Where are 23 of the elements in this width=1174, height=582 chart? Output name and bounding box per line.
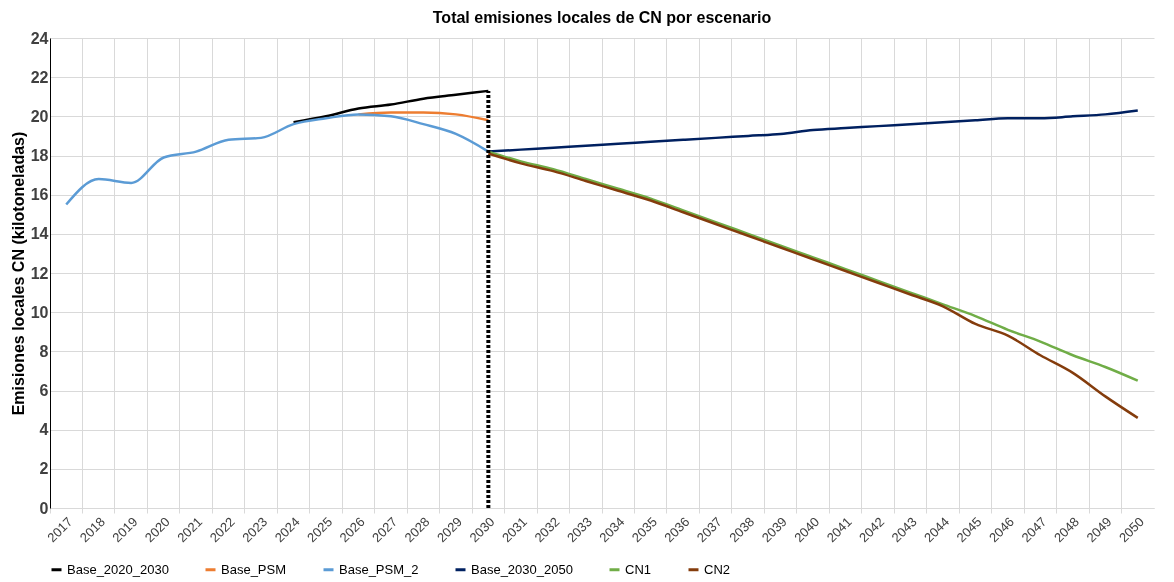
line-series — [487, 109, 1140, 153]
y-tick-label: 10 — [30, 303, 49, 321]
y-tick-label: 24 — [30, 29, 49, 47]
legend-label: Base_PSM — [221, 561, 287, 577]
y-tick-label: 20 — [30, 107, 49, 125]
y-tick-label: 8 — [39, 342, 49, 360]
y-tick-label: 16 — [30, 186, 49, 204]
y-tick-label: 0 — [39, 499, 49, 517]
y-axis-title: Emisiones locales CN (kilotoneladas) — [9, 131, 27, 416]
y-tick-label: 6 — [39, 382, 49, 399]
chart-title: Total emisiones locales de CN por escenario — [432, 9, 772, 26]
legend-label: Base_2030_2050 — [471, 561, 573, 577]
legend-label: CN1 — [625, 561, 652, 577]
legend-label: CN2 — [704, 561, 731, 577]
legend-label: Base_2020_2030 — [67, 561, 169, 577]
legend-label: Base_PSM_2 — [339, 561, 419, 577]
y-tick-label: 12 — [30, 264, 49, 282]
y-tick-label: 4 — [39, 421, 49, 439]
y-tick-label: 22 — [30, 68, 49, 86]
y-tick-label: 18 — [30, 147, 49, 164]
y-tick-label: 14 — [30, 225, 49, 243]
y-tick-label: 2 — [39, 460, 49, 478]
line-series — [64, 113, 490, 206]
